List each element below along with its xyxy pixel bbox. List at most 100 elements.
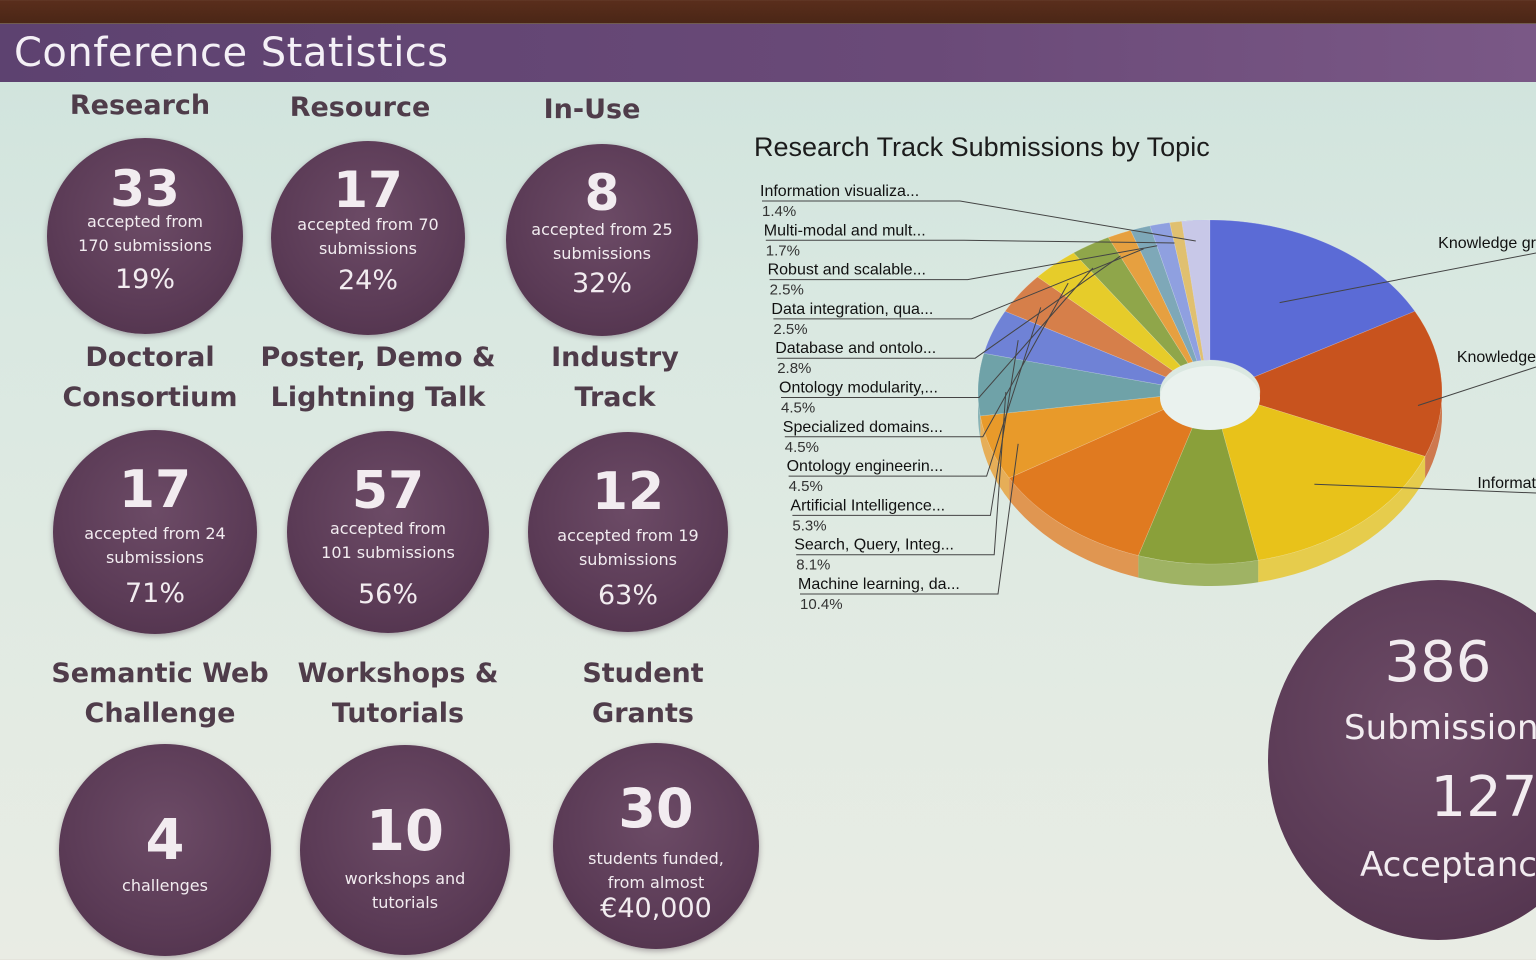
stat-subtext: accepted from 170 submissions xyxy=(78,212,212,255)
stat-label: Resource xyxy=(289,92,431,123)
pie-leader-line xyxy=(792,340,1019,516)
stat-percentage: 32% xyxy=(571,268,632,299)
stat-label: Semantic Web Challenge xyxy=(51,658,269,729)
pie-label: Search, Query, Integ... xyxy=(794,537,954,554)
stat-subtext: workshops and tutorials xyxy=(344,869,466,912)
stat-label: Industry Track xyxy=(551,342,679,413)
stat-circle: 30 students funded, from almost €40,000 xyxy=(553,743,759,949)
pie-leader-line xyxy=(784,282,1069,438)
stat-subtext: accepted from 25 submissions xyxy=(531,220,673,263)
stat-number: 33 xyxy=(110,160,180,218)
stat-percentage: 63% xyxy=(597,580,658,611)
pie-percent-label: 1.4% xyxy=(762,203,796,220)
total-submissions-number: 386 xyxy=(1384,630,1492,695)
pie-percent-label: 4.5% xyxy=(781,400,815,417)
stat-subtext: accepted from 24 submissions xyxy=(84,524,226,567)
stat-number: 4 xyxy=(145,808,185,873)
pie-slice xyxy=(1177,219,1416,378)
stat-label: Poster, Demo & Lightning Talk xyxy=(260,342,496,413)
stat-label: Workshops & Tutorials xyxy=(297,658,499,729)
pie-slice xyxy=(1253,310,1443,457)
pie-percent-label: 8.1% xyxy=(796,557,830,574)
total-submissions-label: Submissions xyxy=(1344,708,1536,748)
pie-slice-side xyxy=(1138,555,1259,586)
pie-percent-label: 2.8% xyxy=(777,360,811,377)
stat-circle: 33 accepted from 170 submissions 19% xyxy=(47,138,243,334)
pie-leader-line xyxy=(1314,483,1536,494)
stat-number: 17 xyxy=(333,161,403,219)
chart-title: Research Track Submissions by Topic xyxy=(754,132,1210,162)
pie-percent-label: 2.5% xyxy=(770,282,804,299)
pie-leader-line xyxy=(769,245,1158,281)
stat-subtext: accepted from 19 submissions xyxy=(557,526,699,569)
stat-circle: 17 accepted from 24 submissions 71% xyxy=(53,430,257,634)
total-accepted-number: 127 xyxy=(1430,765,1536,830)
pie-chart: Information visualiza... 1.4% Multi-modal … xyxy=(760,183,1536,613)
pie-label: Multi-modal and mult... xyxy=(764,222,926,239)
stat-label: Doctoral Consortium xyxy=(62,342,238,413)
stat-circle: 57 accepted from 101 submissions 56% xyxy=(287,431,489,633)
pie-slice xyxy=(1073,237,1189,367)
pie-percent-label: 4.5% xyxy=(789,478,823,495)
pie-leader-line xyxy=(777,255,1121,359)
pie-slice-side xyxy=(1258,456,1426,583)
stat-subtext: accepted from 70 submissions xyxy=(297,215,439,258)
page-title: Conference Statistics xyxy=(14,30,449,76)
pie-slice xyxy=(1169,220,1205,361)
pie-leader-line xyxy=(773,248,1144,320)
pie-label-right: Knowledge xyxy=(1457,349,1536,366)
pie-slice-side xyxy=(1009,478,1139,578)
pie-slice-side xyxy=(980,415,1010,500)
stat-number: 10 xyxy=(366,799,444,864)
stat-subtext: students funded, from almost xyxy=(588,849,724,892)
stat-number: 57 xyxy=(351,461,425,521)
pie-label-right: Informat xyxy=(1477,475,1536,492)
pie-label: Machine learning, da... xyxy=(798,576,960,593)
pie-label: Information visualiza... xyxy=(760,183,919,200)
stat-subtext: challenges xyxy=(122,876,208,895)
pie-percent-label: 1.7% xyxy=(766,242,800,259)
pie-slice xyxy=(1181,219,1211,361)
pie-label: Ontology modularity,... xyxy=(779,380,938,397)
pie-slice xyxy=(1004,276,1174,378)
stat-circle: 17 accepted from 70 submissions 24% xyxy=(271,141,465,335)
stat-label: Research xyxy=(69,90,211,121)
pie-percent-label: 4.5% xyxy=(785,439,819,456)
stat-number: 17 xyxy=(118,460,192,520)
stat-percentage: €40,000 xyxy=(600,893,712,924)
pie-leader-line xyxy=(762,200,1196,242)
pie-label: Data integration, qua... xyxy=(771,301,933,318)
stat-circle: 10 workshops and tutorials xyxy=(300,745,510,955)
stat-percentage: 19% xyxy=(114,264,175,295)
pie-percent-label: 2.5% xyxy=(773,321,807,338)
pie-slice xyxy=(1107,230,1194,364)
pie-hole xyxy=(1160,366,1260,430)
stat-number: 30 xyxy=(618,777,694,840)
pie-leader-line xyxy=(1279,252,1536,304)
pie-label-right: Knowledge gr xyxy=(1438,235,1536,252)
pie-leader-line xyxy=(1417,366,1536,406)
stat-label: In-Use xyxy=(543,94,641,125)
total-accepted-label: Acceptanc xyxy=(1360,845,1536,885)
pie-label: Specialized domains... xyxy=(783,419,943,436)
pie-leader-line xyxy=(800,443,1019,595)
pie-label: Robust and scalable... xyxy=(768,262,926,279)
pie-leader-line xyxy=(796,391,1007,556)
stat-circle: 4 challenges xyxy=(59,744,271,956)
title-bar: Conference Statistics xyxy=(0,24,1536,82)
stat-percentage: 71% xyxy=(124,578,185,609)
pie-leader-line xyxy=(781,267,1094,398)
pie-slice xyxy=(983,310,1167,386)
stat-percentage: 24% xyxy=(337,265,398,296)
stat-circle: 12 accepted from 19 submissions 63% xyxy=(528,432,728,632)
stat-number: 12 xyxy=(591,462,665,522)
pie-percent-label: 5.3% xyxy=(792,517,826,534)
pie-leader-line xyxy=(788,307,1042,477)
pie-leader-line xyxy=(765,239,1175,244)
stat-percentage: 56% xyxy=(357,579,418,610)
stat-subtext: accepted from 101 submissions xyxy=(321,519,455,562)
pie-percent-label: 10.4% xyxy=(800,596,843,613)
pie-label: Artificial Intelligence... xyxy=(790,497,945,514)
stat-number: 8 xyxy=(584,164,620,222)
pie-label: Ontology engineerin... xyxy=(787,458,944,475)
